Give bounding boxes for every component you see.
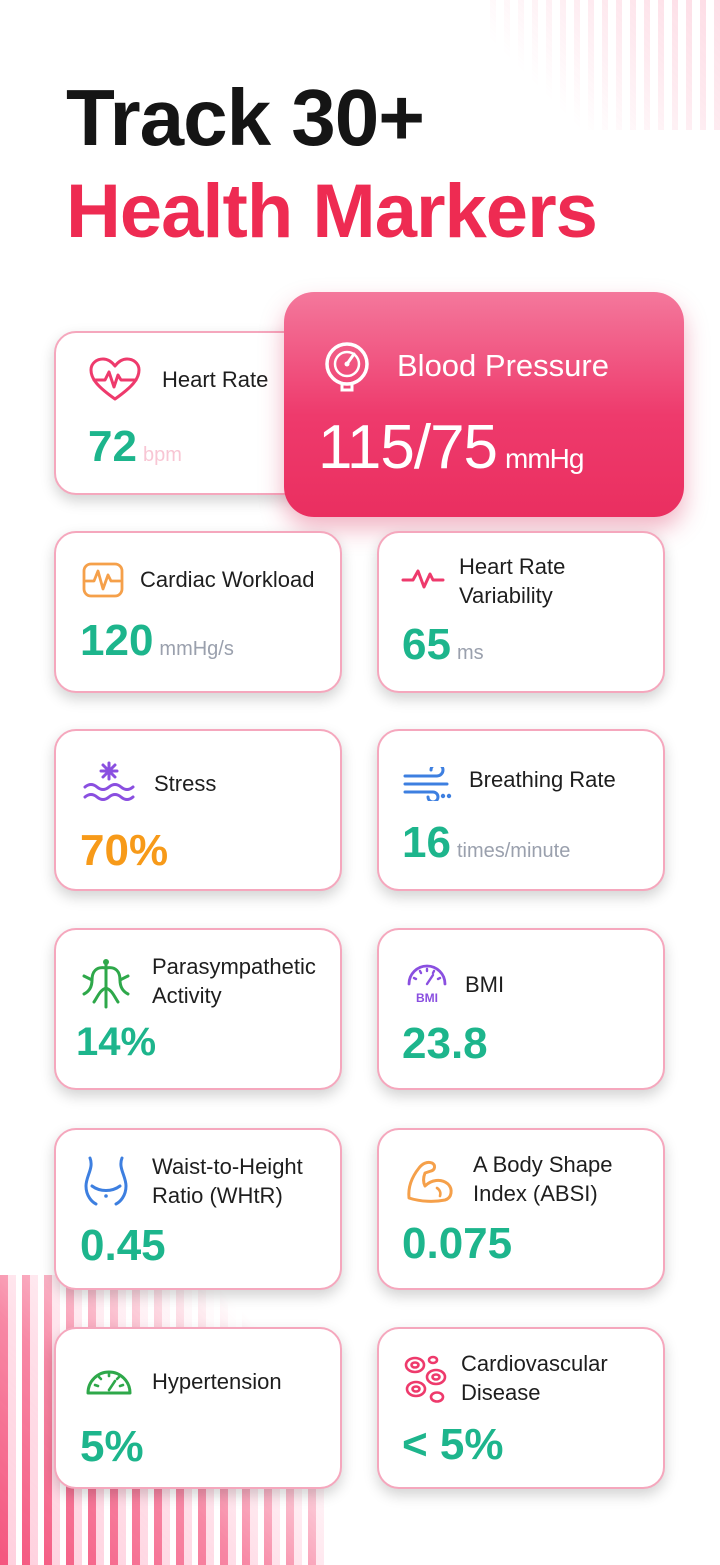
card-hypertension[interactable]: Hypertension 5% [54,1327,342,1489]
whtr-label: Waist-to-Height Ratio (WHtR) [152,1154,303,1208]
page-title: Track 30+ Health Markers [66,73,598,254]
speedometer-icon [86,1370,132,1395]
card-heart-rate[interactable]: Heart Rate 72 bpm [54,331,314,495]
card-blood-pressure[interactable]: Blood Pressure 115/75 mmHg [284,292,684,517]
hrv-value: 65 ms [402,620,484,669]
stress-waves-icon [83,761,135,801]
stress-label: Stress [154,771,217,796]
bmi-label: BMI [465,972,505,997]
card-cardiovascular-disease[interactable]: Cardiovascular Disease < 5% [377,1327,665,1489]
whtr-value: 0.45 [80,1221,166,1270]
hrv-label: Heart Rate Variability [459,554,566,608]
bmi-icon-text: BMI [416,991,438,1004]
card-stress[interactable]: Stress 70% [54,729,342,891]
blood-pressure-label: Blood Pressure [397,348,609,383]
nervous-system-icon [82,959,130,1009]
wind-icon [403,767,452,801]
title-line-1: Track 30+ [66,73,425,162]
cardiac-workload-icon [82,562,124,598]
stress-value: 70% [80,826,169,875]
absi-label: A Body Shape Index (ABSI) [473,1152,613,1206]
card-bmi[interactable]: BMI BMI 23.8 [377,928,665,1090]
decorative-stripes-top [490,0,720,130]
cardiac-workload-value: 120 mmHg/s [80,616,234,665]
pressure-gauge-icon [325,342,369,392]
blood-cells-icon [404,1355,447,1403]
card-waist-to-height[interactable]: Waist-to-Height Ratio (WHtR) 0.45 [54,1128,342,1290]
card-cardiac-workload[interactable]: Cardiac Workload 120 mmHg/s [54,531,342,693]
breathing-rate-value: 16 times/minute [402,818,571,867]
title-line-2: Health Markers [66,169,598,254]
hypertension-label: Hypertension [152,1369,282,1394]
card-heart-rate-variability[interactable]: Heart Rate Variability 65 ms [377,531,665,693]
parasympathetic-value: 14% [76,1020,157,1064]
parasympathetic-label: Parasympathetic Activity [152,954,316,1008]
bmi-gauge-icon: BMI [407,964,447,1004]
heart-rate-label: Heart Rate [162,367,269,392]
card-breathing-rate[interactable]: Breathing Rate 16 times/minute [377,729,665,891]
hypertension-value: 5% [80,1422,144,1471]
waist-icon [84,1156,128,1206]
flexed-arm-icon [407,1160,453,1203]
card-absi[interactable]: A Body Shape Index (ABSI) 0.075 [377,1128,665,1290]
heart-rate-value: 72 bpm [88,422,182,471]
blood-pressure-value: 115/75 mmHg [318,413,584,482]
card-parasympathetic-activity[interactable]: Parasympathetic Activity 14% [54,928,342,1090]
cvd-label: Cardiovascular Disease [461,1351,608,1405]
cvd-value: < 5% [402,1420,504,1469]
absi-value: 0.075 [402,1219,513,1268]
heart-pulse-icon [89,357,141,401]
bmi-value: 23.8 [402,1019,488,1068]
cardiac-workload-label: Cardiac Workload [140,567,315,592]
pulse-line-icon [401,569,445,589]
breathing-rate-label: Breathing Rate [469,767,616,792]
